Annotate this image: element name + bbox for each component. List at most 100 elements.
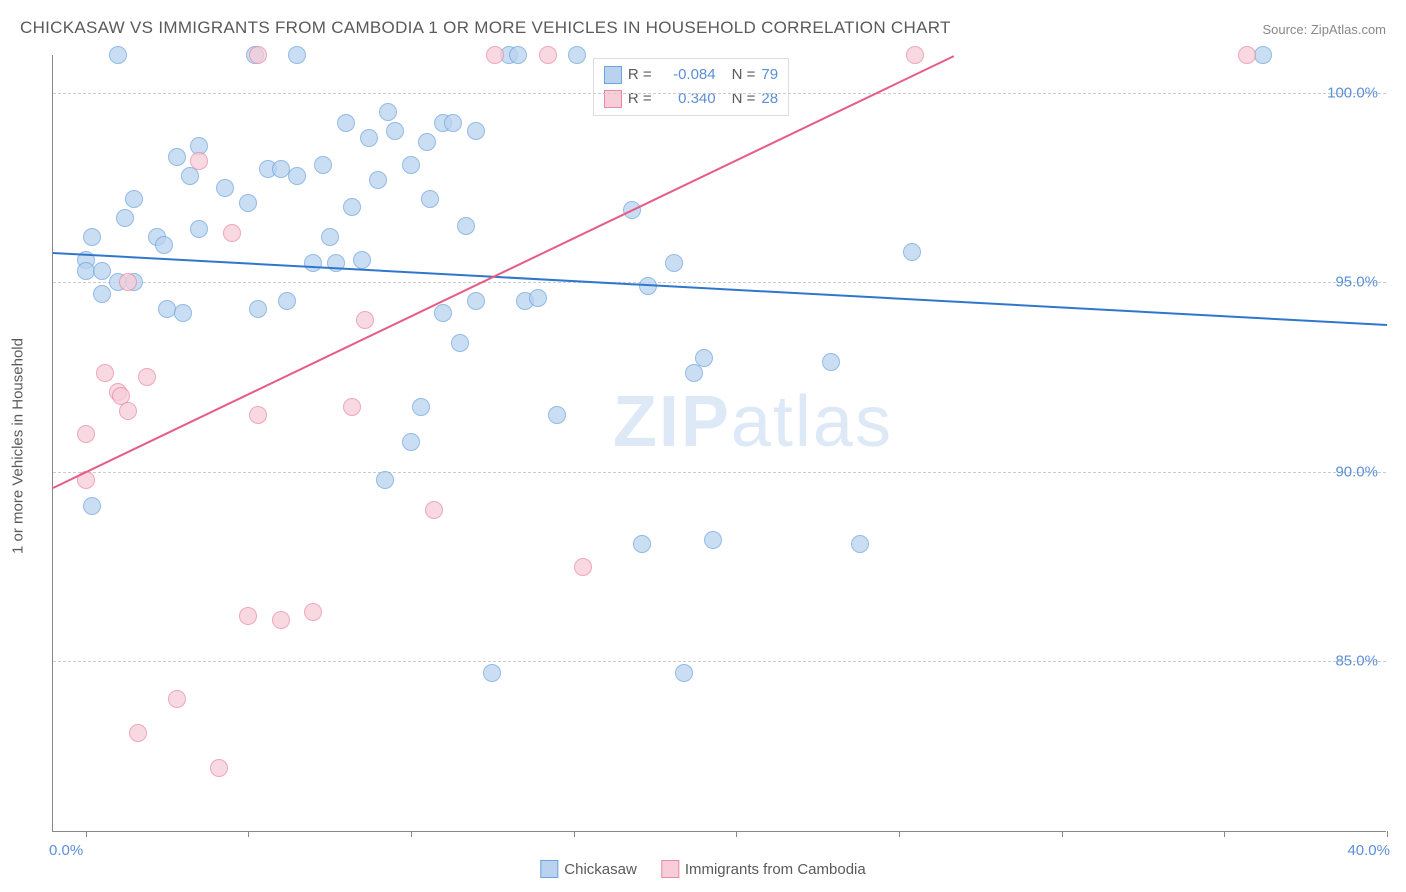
scatter-point: [851, 535, 869, 553]
scatter-point: [568, 46, 586, 64]
scatter-point: [288, 167, 306, 185]
scatter-point: [304, 603, 322, 621]
scatter-point: [77, 425, 95, 443]
legend-label: Immigrants from Cambodia: [685, 861, 866, 878]
scatter-point: [418, 133, 436, 151]
x-tick: [899, 831, 900, 837]
x-tick: [1387, 831, 1388, 837]
source-label: Source: ZipAtlas.com: [1262, 22, 1386, 37]
scatter-point: [903, 243, 921, 261]
chart-container: CHICKASAW VS IMMIGRANTS FROM CAMBODIA 1 …: [0, 0, 1406, 892]
scatter-point: [665, 254, 683, 272]
scatter-point: [421, 190, 439, 208]
scatter-point: [529, 289, 547, 307]
legend-stats-row: R =-0.084 N =79: [604, 63, 778, 87]
scatter-point: [125, 190, 143, 208]
scatter-point: [457, 217, 475, 235]
scatter-point: [168, 148, 186, 166]
legend-swatch: [604, 66, 622, 84]
watermark: ZIPatlas: [613, 381, 893, 463]
trend-line: [53, 55, 955, 489]
scatter-point: [223, 224, 241, 242]
scatter-point: [369, 171, 387, 189]
scatter-point: [155, 236, 173, 254]
y-tick-label: 95.0%: [1335, 274, 1378, 291]
legend-r-value: 0.340: [658, 87, 716, 111]
scatter-point: [278, 292, 296, 310]
scatter-point: [704, 531, 722, 549]
scatter-point: [467, 122, 485, 140]
scatter-point: [314, 156, 332, 174]
scatter-point: [467, 292, 485, 310]
legend-swatch: [661, 860, 679, 878]
scatter-point: [181, 167, 199, 185]
scatter-point: [337, 114, 355, 132]
scatter-point: [343, 198, 361, 216]
x-tick: [248, 831, 249, 837]
y-tick-label: 85.0%: [1335, 653, 1378, 670]
scatter-point: [379, 103, 397, 121]
scatter-point: [451, 334, 469, 352]
scatter-point: [119, 273, 137, 291]
scatter-point: [574, 558, 592, 576]
x-tick: [1224, 831, 1225, 837]
scatter-point: [509, 46, 527, 64]
scatter-point: [174, 304, 192, 322]
scatter-point: [343, 398, 361, 416]
scatter-point: [386, 122, 404, 140]
legend-item: Chickasaw: [540, 860, 637, 878]
legend-r-label: R =: [628, 87, 652, 111]
scatter-point: [83, 497, 101, 515]
scatter-point: [83, 228, 101, 246]
legend-swatch: [540, 860, 558, 878]
scatter-point: [249, 46, 267, 64]
scatter-point: [304, 254, 322, 272]
gridline: [53, 282, 1386, 283]
gridline: [53, 661, 1386, 662]
legend-label: Chickasaw: [564, 861, 637, 878]
scatter-point: [239, 607, 257, 625]
watermark-light: atlas: [731, 382, 893, 462]
x-tick: [411, 831, 412, 837]
legend-n-label: N =: [732, 87, 756, 111]
legend-item: Immigrants from Cambodia: [661, 860, 866, 878]
legend-n-value: 28: [761, 87, 778, 111]
scatter-point: [675, 664, 693, 682]
scatter-point: [548, 406, 566, 424]
legend-n-value: 79: [761, 63, 778, 87]
x-tick-label: 40.0%: [1347, 842, 1390, 859]
scatter-point: [695, 349, 713, 367]
scatter-point: [249, 300, 267, 318]
legend-r-value: -0.084: [658, 63, 716, 87]
scatter-point: [402, 156, 420, 174]
scatter-point: [685, 364, 703, 382]
scatter-point: [539, 46, 557, 64]
scatter-point: [93, 285, 111, 303]
scatter-point: [486, 46, 504, 64]
scatter-point: [1254, 46, 1272, 64]
chart-title: CHICKASAW VS IMMIGRANTS FROM CAMBODIA 1 …: [20, 18, 951, 38]
scatter-point: [129, 724, 147, 742]
scatter-point: [353, 251, 371, 269]
scatter-point: [288, 46, 306, 64]
scatter-point: [249, 406, 267, 424]
scatter-point: [402, 433, 420, 451]
scatter-point: [360, 129, 378, 147]
x-tick: [86, 831, 87, 837]
scatter-point: [822, 353, 840, 371]
scatter-point: [906, 46, 924, 64]
scatter-point: [109, 46, 127, 64]
scatter-point: [93, 262, 111, 280]
legend-r-label: R =: [628, 63, 652, 87]
scatter-point: [321, 228, 339, 246]
scatter-point: [327, 254, 345, 272]
legend-stats: R =-0.084 N =79 R =0.340 N =28: [593, 58, 789, 116]
x-tick: [736, 831, 737, 837]
legend-n-label: N =: [732, 63, 756, 87]
scatter-point: [425, 501, 443, 519]
scatter-point: [119, 402, 137, 420]
scatter-point: [116, 209, 134, 227]
scatter-point: [190, 220, 208, 238]
scatter-point: [272, 611, 290, 629]
y-axis-title: 1 or more Vehicles in Household: [10, 338, 27, 554]
